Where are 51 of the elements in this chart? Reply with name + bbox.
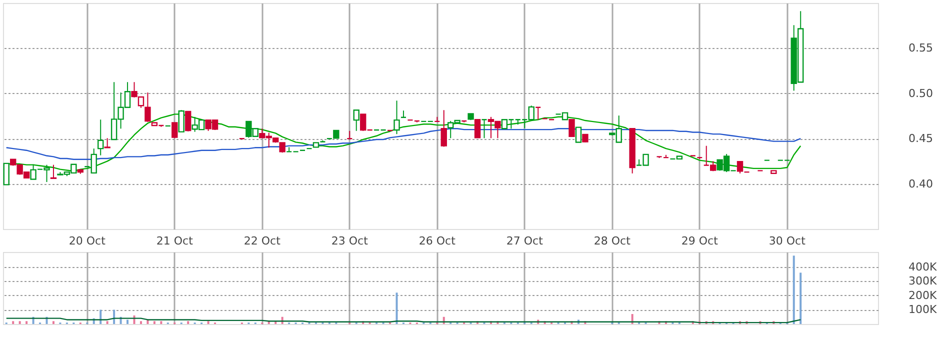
bar xyxy=(126,320,129,324)
y-tick-label: 300K xyxy=(908,274,938,288)
y-tick-label: 200K xyxy=(908,288,938,302)
bar xyxy=(12,321,14,324)
x-tick-label: 21 Oct xyxy=(156,234,194,248)
candlestick xyxy=(184,110,192,132)
bar xyxy=(160,321,162,324)
y-tick-label: 100K xyxy=(908,303,938,316)
x-tick-label: 28 Oct xyxy=(594,234,632,248)
bar xyxy=(52,321,54,324)
candlestick xyxy=(440,110,447,148)
x-tick-label: 27 Oct xyxy=(506,234,544,248)
y-tick-label: 0.55 xyxy=(908,42,933,55)
bar xyxy=(18,321,21,324)
candlestick xyxy=(97,119,104,156)
candlestick xyxy=(400,110,407,118)
bar xyxy=(113,310,116,324)
y-tick-label: 0.40 xyxy=(908,177,933,190)
y-tick-label: 0.50 xyxy=(908,86,933,100)
bar xyxy=(207,321,210,324)
x-tick-label: 30 Oct xyxy=(768,234,806,248)
x-tick-label: 29 Oct xyxy=(681,234,719,248)
candlestick xyxy=(178,110,184,132)
candlestick xyxy=(474,119,481,138)
candlestick xyxy=(172,122,178,139)
bar xyxy=(26,321,28,324)
candlestick xyxy=(575,126,582,143)
candlestick xyxy=(736,161,744,174)
bar xyxy=(396,292,398,324)
x-tick-label: 22 Oct xyxy=(244,234,282,248)
x-tick-label: 23 Oct xyxy=(331,234,369,248)
bar xyxy=(140,321,142,324)
bar xyxy=(187,321,190,324)
candlestick xyxy=(104,138,110,148)
candlestick xyxy=(353,110,360,132)
y-tick-label: 0.45 xyxy=(908,132,933,146)
x-tick-label: 20 Oct xyxy=(68,234,106,248)
candlestick xyxy=(481,119,488,139)
candlestick xyxy=(144,92,151,122)
bar xyxy=(792,256,795,324)
candlestick xyxy=(346,130,353,140)
candlestick xyxy=(568,119,575,137)
candlestick xyxy=(394,100,400,135)
candlestick xyxy=(534,106,542,120)
bar xyxy=(153,321,156,324)
candlestick xyxy=(3,162,10,186)
bar xyxy=(800,272,802,324)
bar xyxy=(106,321,108,324)
x-tick-label: 26 Oct xyxy=(418,234,456,248)
candlestick xyxy=(50,164,57,179)
y-tick-label: 400K xyxy=(908,260,938,274)
